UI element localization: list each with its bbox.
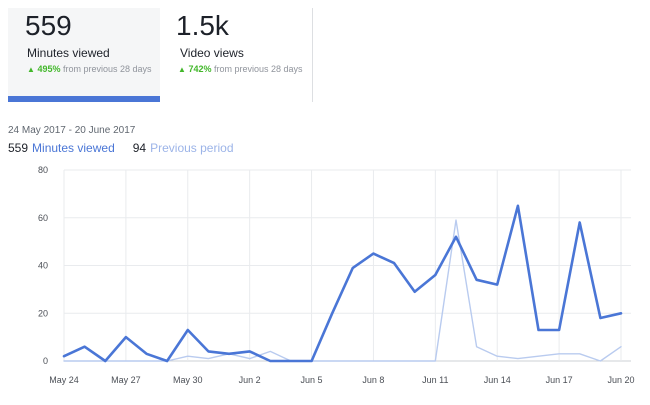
- x-tick-label: Jun 14: [484, 375, 511, 385]
- x-tick-label: May 24: [49, 375, 79, 385]
- legend-current-label[interactable]: Minutes viewed: [32, 141, 115, 155]
- video-views-label: Video views: [180, 46, 244, 60]
- up-triangle-icon: ▲: [27, 65, 35, 74]
- x-tick-label: Jun 11: [422, 375, 448, 385]
- tab-video-views[interactable]: 1.5k Video views ▲ 742% from previous 28…: [160, 8, 313, 102]
- metric-tabs: 559 Minutes viewed ▲ 495% from previous …: [8, 8, 314, 102]
- y-tick-label: 0: [43, 356, 48, 366]
- x-tick-label: Jun 17: [546, 375, 573, 385]
- video-views-change-pct: 742%: [188, 64, 212, 74]
- x-tick-label: Jun 20: [607, 375, 634, 385]
- tab-minutes-viewed[interactable]: 559 Minutes viewed ▲ 495% from previous …: [8, 8, 160, 102]
- series-line-previous-period: [63, 219, 622, 362]
- chart-legend: 559 Minutes viewed 94 Previous period: [8, 141, 234, 155]
- minutes-viewed-value: 559: [25, 10, 72, 41]
- up-triangle-icon: ▲: [178, 65, 186, 74]
- x-tick-label: Jun 2: [239, 375, 261, 385]
- x-tick-label: Jun 5: [301, 375, 323, 385]
- video-views-change-text: from previous 28 days: [211, 64, 303, 74]
- video-views-value: 1.5k: [176, 10, 229, 41]
- legend-previous-value: 94: [132, 141, 147, 155]
- legend-current-value: 559: [8, 141, 29, 155]
- minutes-viewed-change-text: from previous 28 days: [60, 64, 152, 74]
- video-views-change: ▲ 742% from previous 28 days: [178, 62, 304, 77]
- active-tab-indicator: [8, 96, 160, 102]
- minutes-viewed-change: ▲ 495% from previous 28 days: [27, 62, 153, 77]
- series-line-minutes-viewed: [62, 204, 623, 363]
- date-range: 24 May 2017 - 20 June 2017: [8, 125, 136, 136]
- minutes-viewed-label: Minutes viewed: [27, 46, 110, 60]
- minutes-viewed-change-pct: 495%: [37, 64, 61, 74]
- y-tick-label: 40: [38, 261, 48, 271]
- legend-previous-label[interactable]: Previous period: [150, 141, 234, 155]
- y-tick-label: 20: [38, 308, 48, 318]
- x-tick-label: May 30: [173, 375, 203, 385]
- minutes-viewed-chart: 0 20 40 60 80 May 24 May 27 May 30 Jun 2 Jun 5 Jun…: [38, 165, 635, 385]
- y-tick-label: 60: [38, 213, 48, 223]
- y-tick-label: 80: [38, 165, 48, 175]
- x-tick-label: Jun 8: [362, 375, 384, 385]
- x-tick-label: May 27: [111, 375, 141, 385]
